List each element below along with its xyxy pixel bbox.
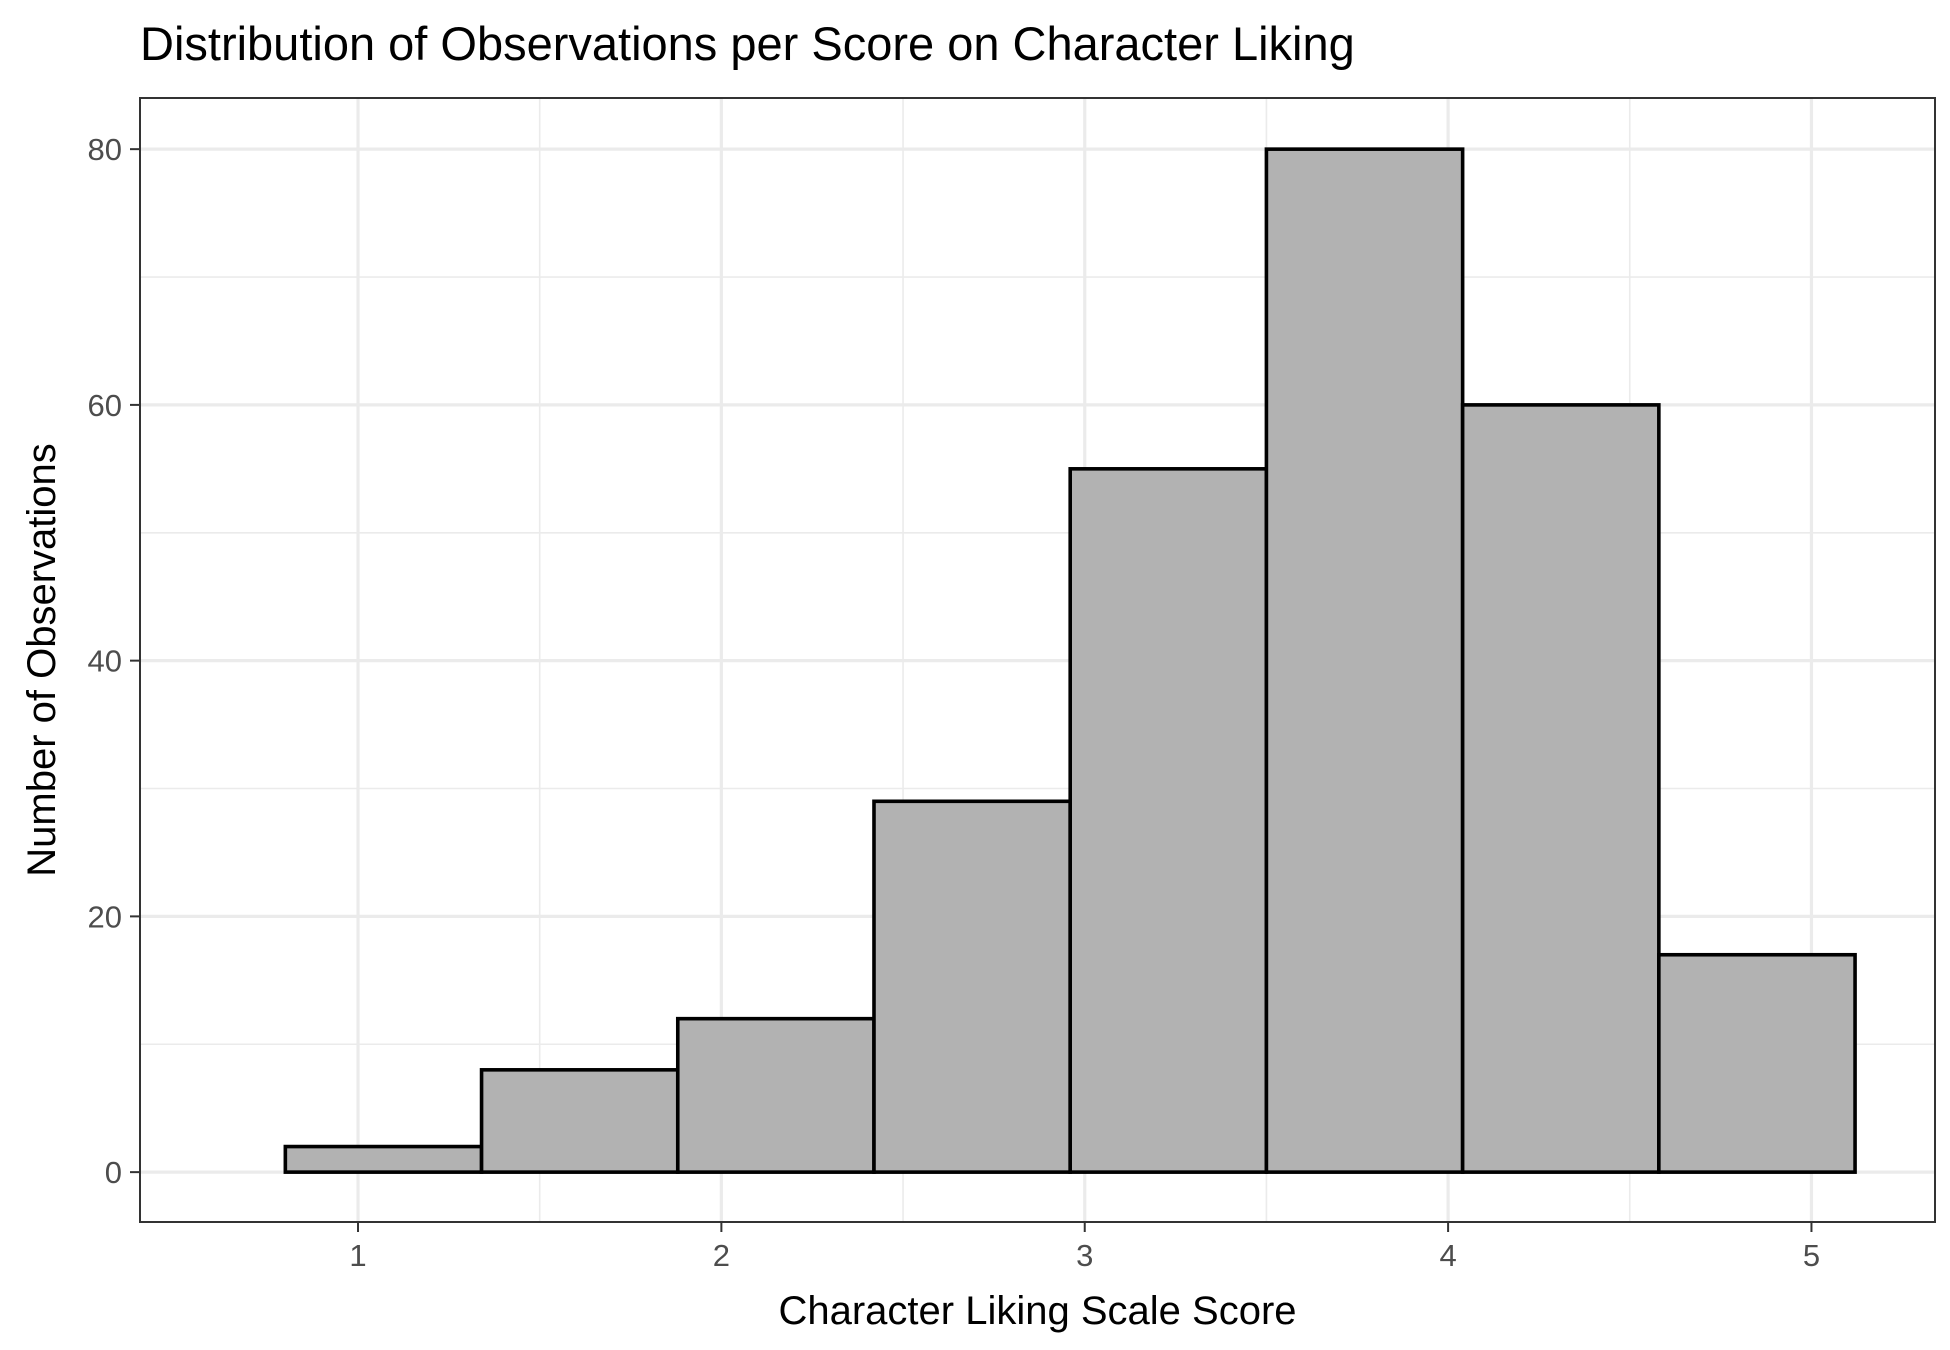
x-tick-label: 3 [1076, 1238, 1093, 1273]
x-tick-label: 1 [349, 1238, 366, 1273]
y-tick-label: 60 [88, 388, 122, 423]
y-axis-title: Number of Observations [20, 443, 64, 877]
x-tick-label: 2 [713, 1238, 730, 1273]
x-tick-label: 4 [1439, 1238, 1456, 1273]
histogram-bar [675, 1016, 876, 1174]
histogram-bar [1264, 147, 1465, 1174]
y-tick-label: 0 [105, 1155, 122, 1190]
histogram-bar [479, 1068, 680, 1174]
x-tick-label: 5 [1803, 1238, 1820, 1273]
x-axis-title: Character Liking Scale Score [778, 1289, 1296, 1333]
histogram-bar [1460, 403, 1661, 1174]
histogram-bars [283, 147, 1857, 1174]
y-tick-label: 20 [88, 899, 122, 934]
y-tick-label: 80 [88, 132, 122, 167]
histogram-bar [1068, 467, 1269, 1174]
chart-title: Distribution of Observations per Score o… [140, 17, 1355, 70]
y-tick-label: 40 [88, 644, 122, 679]
histogram-bar [872, 799, 1073, 1174]
axis-ticks: 1 2 3 4 5 0 20 40 60 80 [88, 132, 1821, 1273]
histogram-bar [1657, 952, 1857, 1174]
histogram-bar [283, 1144, 484, 1174]
